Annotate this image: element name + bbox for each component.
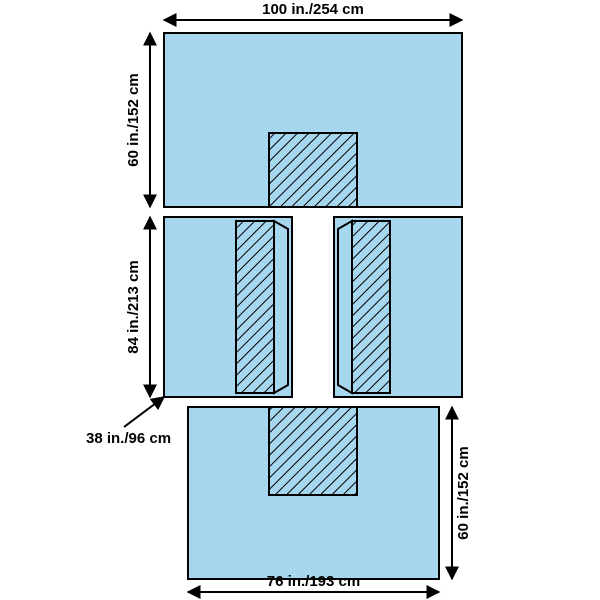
- right-side-flap: [338, 221, 390, 393]
- top-adhesive-zone: [269, 133, 357, 207]
- drape-diagram: 100 in./254 cm 60 in./152 cm 84 in./213 …: [0, 0, 600, 600]
- dim-mid-width-label: 38 in./96 cm: [86, 430, 171, 447]
- dim-bot-height-label: 60 in./152 cm: [455, 446, 472, 539]
- dim-mid-width: 38 in./96 cm: [86, 397, 171, 447]
- dim-top-width: 100 in./254 cm: [164, 1, 462, 20]
- dim-top-height-label: 60 in./152 cm: [125, 73, 142, 166]
- left-side-flap: [236, 221, 288, 393]
- dim-mid-height: 84 in./213 cm: [125, 217, 150, 397]
- dim-bot-width-label: 76 in./193 cm: [267, 573, 360, 590]
- dim-top-height: 60 in./152 cm: [125, 33, 150, 207]
- dim-top-width-label: 100 in./254 cm: [262, 1, 364, 18]
- bottom-adhesive-zone: [269, 407, 357, 495]
- dim-mid-height-label: 84 in./213 cm: [125, 260, 142, 353]
- dim-bot-height: 60 in./152 cm: [452, 407, 472, 579]
